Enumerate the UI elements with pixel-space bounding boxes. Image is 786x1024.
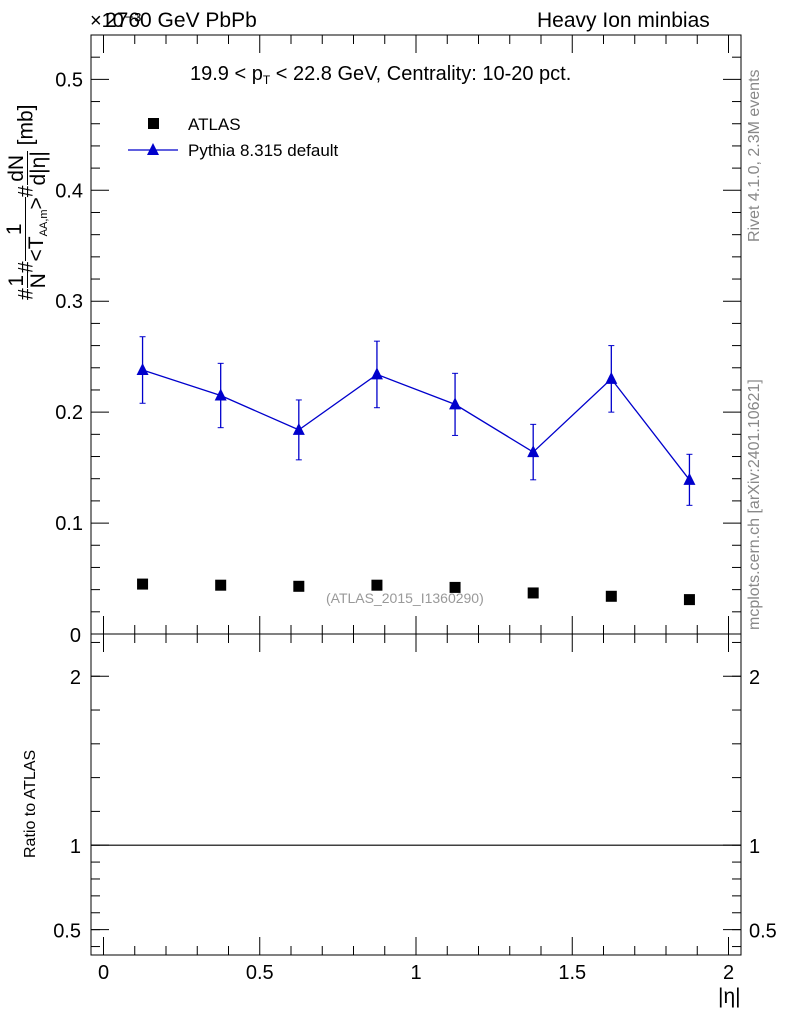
header-exponent: ×10⁻³	[90, 10, 142, 32]
x-tick-label: 2	[723, 962, 734, 984]
x-axis-label: |η|	[718, 985, 741, 1008]
y-tick-label: 0.3	[55, 291, 83, 313]
plot-title: 19.9 < pT < 22.8 GeV, Centrality: 10-20 …	[190, 63, 571, 87]
ratio-tick-label-left: 1	[70, 836, 81, 858]
legend-atlas-marker	[148, 118, 159, 129]
plot-title-prefix: 19.9 < p	[190, 63, 263, 85]
y-tick-label-zero: 0	[70, 625, 81, 647]
x-tick-label: 1.5	[558, 962, 586, 984]
mcplots-info: mcplots.cern.ch [arXiv:2401.10621]	[746, 379, 763, 630]
y-axis-label: #1 N #1 <TAA,m> # dN d|η| [mb]	[3, 104, 50, 300]
ratio-panel-frame	[90, 633, 742, 956]
ratio-axis-label: Ratio to ATLAS	[22, 749, 39, 858]
pythia-point	[449, 397, 462, 410]
x-tick-label: 1	[410, 962, 421, 984]
ratio-tick-label-right: 0.5	[749, 921, 777, 943]
atlas-point	[371, 579, 383, 591]
watermark: (ATLAS_2015_I1360290)	[326, 590, 484, 606]
atlas-point	[215, 579, 227, 591]
pythia-point	[683, 472, 696, 485]
ratio-tick-label-right: 1	[749, 836, 760, 858]
pythia-point	[605, 371, 618, 384]
ratio-tick-label-right: 2	[749, 667, 760, 689]
ratio-tick-label-left: 0.5	[53, 921, 81, 943]
legend-atlas-label: ATLAS	[188, 115, 241, 134]
pythia-point	[370, 367, 383, 380]
y-tick-label: 0.5	[55, 69, 83, 91]
rivet-info: Rivet 4.1.0, 2.3M events	[746, 69, 763, 242]
plot-title-sub: T	[262, 73, 271, 87]
ratio-tick-label-left: 2	[70, 667, 81, 689]
pythia-point	[136, 362, 149, 375]
y-tick-label: 0.1	[55, 513, 83, 535]
legend-pythia-label: Pythia 8.315 default	[188, 141, 339, 160]
atlas-point	[449, 581, 461, 593]
atlas-point	[683, 594, 695, 606]
y-tick-label: 0.2	[55, 402, 83, 424]
header-right: Heavy Ion minbias	[537, 9, 710, 32]
legend-pythia-marker	[147, 143, 159, 155]
x-tick-label: 0.5	[246, 962, 274, 984]
atlas-point	[293, 580, 305, 592]
y-tick-label: 0.4	[55, 180, 83, 202]
plot-title-suffix: < 22.8 GeV, Centrality: 10-20 pct.	[270, 63, 572, 85]
header-left: 2760 GeV PbPb	[105, 9, 257, 32]
pythia-point	[214, 388, 227, 401]
atlas-point	[605, 590, 617, 602]
pythia-point	[292, 422, 305, 435]
pythia-line	[142, 369, 690, 481]
x-tick-label: 0	[98, 962, 109, 984]
pythia-point	[527, 445, 540, 458]
atlas-point	[137, 578, 149, 590]
atlas-point	[527, 587, 539, 599]
